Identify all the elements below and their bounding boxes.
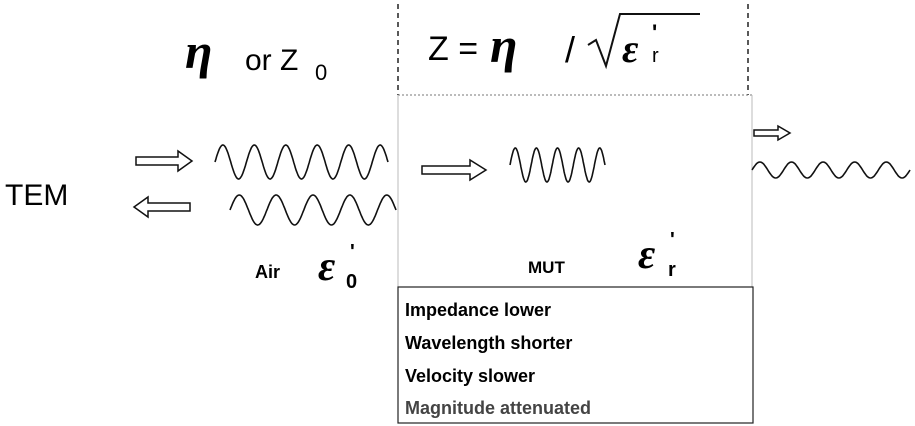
- eta-symbol: η: [490, 17, 517, 73]
- epsilon: ε: [638, 232, 655, 278]
- mut-label: MUT: [528, 258, 565, 277]
- reflected-arrow: [132, 195, 191, 219]
- effect-item: Wavelength shorter: [405, 333, 572, 353]
- reflected-wave: [229, 194, 397, 226]
- exit-wave: [751, 161, 911, 179]
- or-z-label: or Z: [245, 44, 298, 77]
- eta-symbol: η: [185, 23, 212, 79]
- prime: ': [670, 229, 675, 251]
- transmitted-arrow: [421, 158, 488, 182]
- sqrt-sign: [587, 13, 700, 70]
- effect-item: Velocity slower: [405, 366, 535, 386]
- incident-arrow: [135, 149, 194, 173]
- prime: ': [350, 241, 355, 263]
- subscript: 0: [346, 271, 357, 293]
- incident-wave: [214, 144, 389, 180]
- air-label: Air: [255, 262, 280, 282]
- tem-label: TEM: [5, 179, 68, 212]
- effect-item: Magnitude attenuated: [405, 398, 591, 418]
- subscript: 0: [315, 60, 327, 85]
- effects-box: [397, 286, 754, 424]
- subscript: r: [668, 259, 676, 281]
- epsilon: ε: [622, 26, 639, 71]
- subscript: r: [652, 45, 659, 67]
- slash: /: [565, 29, 575, 70]
- z-equals: Z =: [428, 30, 478, 68]
- epsilon: ε: [318, 244, 335, 290]
- exit-arrow: [753, 124, 792, 142]
- prime: ': [652, 20, 657, 45]
- effect-item: Impedance lower: [405, 300, 551, 320]
- compressed-wave: [509, 147, 606, 183]
